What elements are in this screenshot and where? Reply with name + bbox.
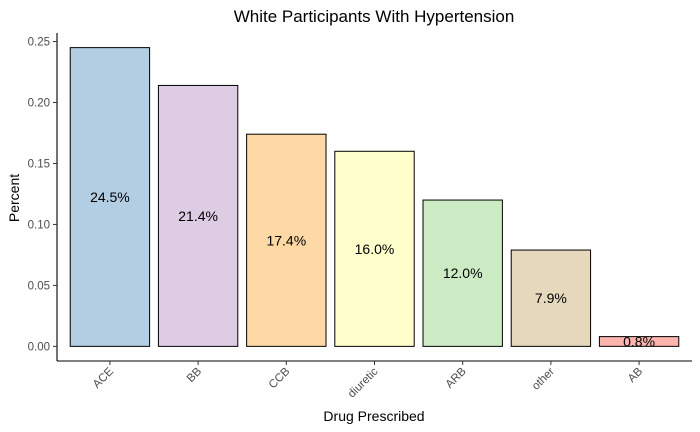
bar-CCB [246,133,327,347]
data-label-other: 7.9% [535,290,567,306]
x-tick-label-ACE: ACE [91,365,116,390]
chart-title: White Participants With Hypertension [234,7,515,26]
bars-layer [69,47,680,347]
data-label-AB: 0.8% [623,333,655,349]
x-tick-label-BB: BB [185,365,205,385]
bar-ACE [69,47,151,347]
y-tick-label: 0.10 [28,219,50,231]
y-axis-title: Percent [6,174,22,222]
bar-ARB [422,199,503,347]
bar-other [510,249,592,347]
x-tick-label-CCB: CCB [267,365,293,391]
x-tick-label-AB: AB [626,365,646,385]
x-axis-title: Drug Prescribed [323,408,424,424]
x-tick-label-other: other [530,366,557,393]
bar-AB [598,336,680,347]
bar-diuretic [334,150,415,347]
y-tick-label: 0.20 [28,98,50,110]
data-label-CCB: 17.4% [266,232,306,248]
bar-BB [157,84,239,347]
data-label-BB: 21.4% [178,208,218,224]
x-tick-label-ARB: ARB [444,365,469,390]
y-tick-label: 0.25 [28,37,50,49]
y-tick-label: 0.00 [28,341,50,353]
data-label-diuretic: 16.0% [355,241,395,257]
x-tick-label-diuretic: diuretic [346,365,381,400]
y-tick-label: 0.05 [28,280,50,292]
data-labels-layer: 24.5% 21.4% 17.4% 16.0% 12.0% 7.9% 0.8% [90,189,655,349]
data-label-ARB: 12.0% [443,265,483,281]
y-tick-label: 0.15 [28,158,50,170]
data-label-ACE: 24.5% [90,189,130,205]
